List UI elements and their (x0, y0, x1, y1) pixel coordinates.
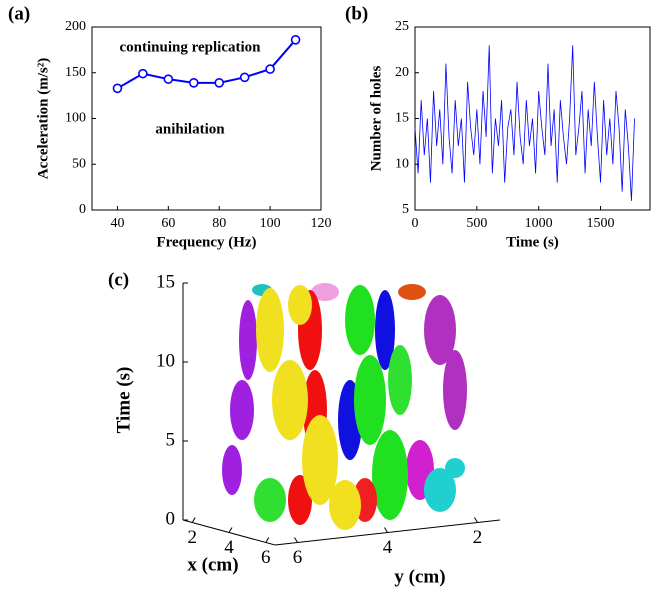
x-tick-label: 500 (466, 216, 487, 231)
y-tick-label: 10 (395, 156, 409, 171)
data-point (139, 70, 147, 78)
blob (254, 478, 286, 522)
blob (239, 300, 257, 380)
y-tick-label: 25 (395, 19, 409, 34)
y-tick-label: 20 (395, 65, 409, 80)
isosurface-blobs (222, 283, 467, 530)
x-tick-label: 1500 (587, 216, 615, 231)
y-tick-label: 200 (65, 19, 86, 34)
x-tick (266, 538, 269, 543)
y-axis-label: Number of holes (368, 66, 384, 172)
panel-label: (a) (8, 3, 30, 24)
y-tick-label: 150 (65, 65, 86, 80)
data-point (215, 79, 223, 87)
annotation: anihilation (155, 121, 225, 137)
annotation: continuing replication (120, 39, 262, 55)
blob (256, 288, 284, 372)
x-axis-label: Frequency (Hz) (156, 234, 256, 250)
z-tick-label: 15 (156, 271, 175, 292)
blob (354, 355, 386, 445)
y-tick-label: 50 (72, 156, 86, 171)
y-tick (385, 528, 388, 533)
y-tick-label: 0 (79, 202, 86, 217)
y-tick-label: 6 (293, 547, 303, 568)
x-axis-label: x (cm) (187, 554, 238, 575)
data-point (241, 73, 249, 81)
y-axis-label: Acceleration (m/s²) (35, 58, 51, 180)
blob (388, 345, 412, 415)
x-tick-label: 1000 (525, 216, 553, 231)
data-line (415, 45, 635, 201)
x-tick (229, 528, 232, 533)
y-tick-label: 15 (395, 111, 409, 126)
panel-label: (c) (108, 269, 129, 290)
x-tick-label: 40 (110, 216, 124, 231)
blob (222, 445, 242, 495)
data-point (113, 84, 121, 92)
y-axis-label: y (cm) (394, 566, 445, 587)
data-point (190, 79, 198, 87)
data-point (292, 36, 300, 44)
z-tick-label: 0 (166, 508, 176, 529)
blob (230, 380, 254, 440)
blob (443, 350, 467, 430)
figure: 406080100120050100150200Frequency (Hz)Ac… (0, 0, 656, 592)
y-tick-label: 100 (65, 111, 86, 126)
blob (288, 285, 312, 325)
blob (445, 458, 465, 478)
y-tick-label: 5 (402, 202, 409, 217)
x-tick (192, 518, 195, 523)
blob (329, 480, 361, 530)
y-tick-label: 4 (383, 537, 393, 558)
z-tick-label: 5 (166, 429, 176, 450)
x-tick-label: 100 (260, 216, 281, 231)
blob (372, 430, 408, 520)
x-tick-label: 2 (187, 527, 197, 548)
blob (345, 285, 375, 355)
x-tick-label: 120 (311, 216, 332, 231)
z-tick-label: 10 (156, 350, 175, 371)
y-tick-label: 2 (473, 527, 483, 548)
x-tick-label: 80 (212, 216, 226, 231)
blob (398, 284, 426, 300)
x-tick-label: 6 (261, 547, 271, 568)
x-tick-label: 0 (412, 216, 419, 231)
y-tick (475, 518, 478, 523)
x-axis-label: Time (s) (506, 234, 559, 250)
data-point (266, 65, 274, 73)
y-tick (295, 538, 298, 543)
blob (272, 360, 308, 440)
x-tick-label: 60 (161, 216, 175, 231)
panel-label: (b) (345, 3, 368, 24)
data-point (164, 75, 172, 83)
z-axis-label: Time (s) (113, 367, 134, 434)
